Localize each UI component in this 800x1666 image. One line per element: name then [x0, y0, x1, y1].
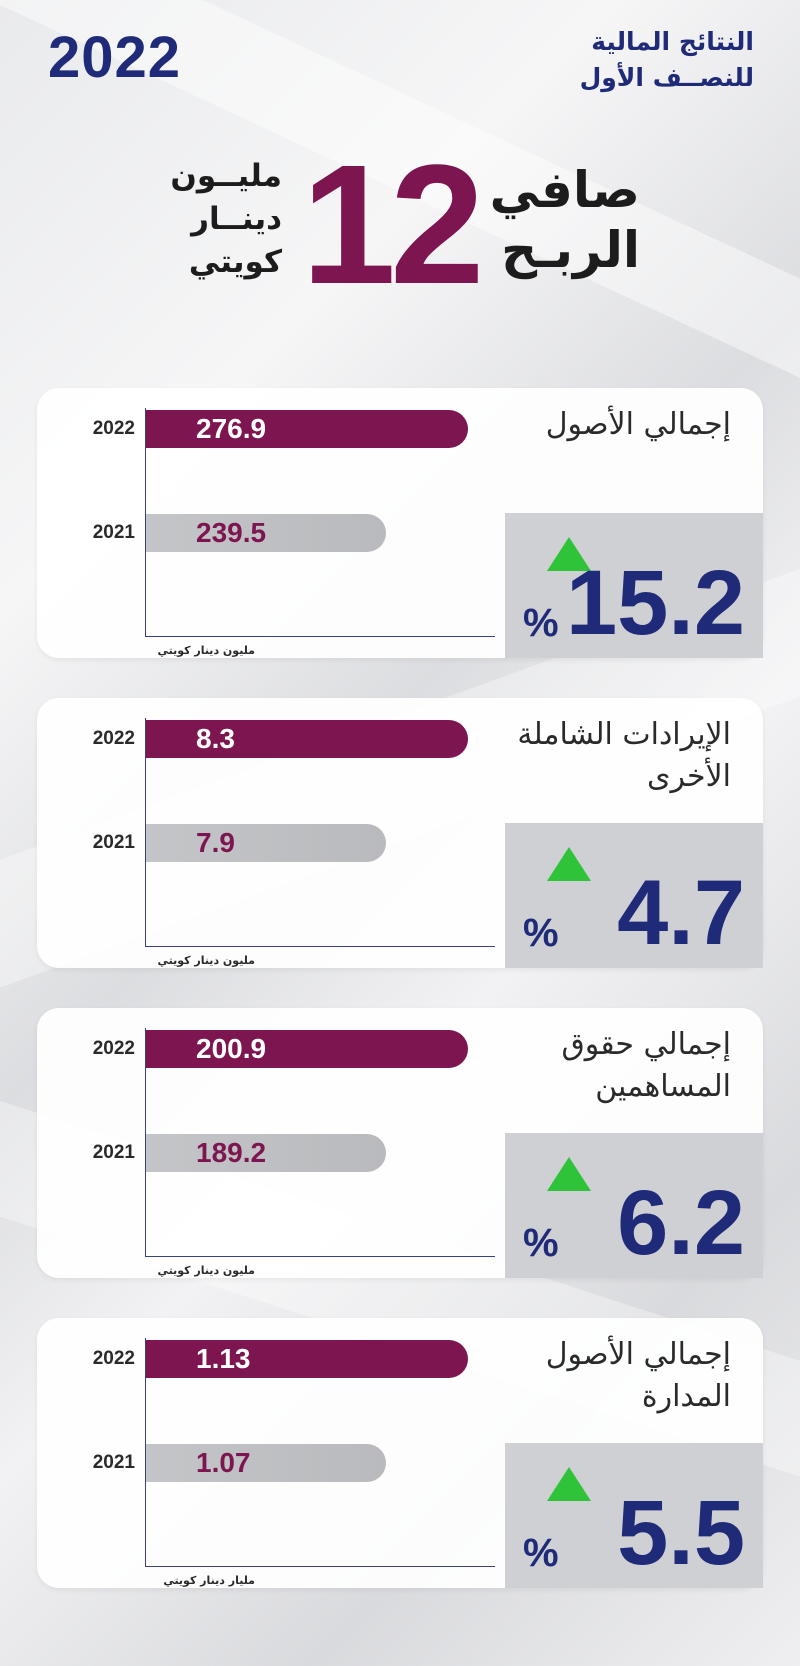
change-percent-value: 15.2 [565, 552, 745, 654]
bar-2022: 276.9 [146, 410, 468, 448]
category-label-2022: 2022 [92, 1348, 135, 1369]
metric-title: إجمالي حقوق المساهمين [431, 1024, 731, 1108]
metric-card-other-comprehensive-income: الإيرادات الشاملة الأخرى % 4.7 2022 2021… [37, 698, 763, 968]
net-profit-unit-line: كويتي [188, 244, 282, 280]
metric-card-total-assets: إجمالي الأصول % 15.2 2022 2021 276.9 239… [37, 388, 763, 658]
percent-sign: % [523, 911, 559, 955]
net-profit-label-line: صافي [489, 161, 640, 219]
unit-label: مليون دينار كويتي [157, 644, 255, 657]
header-subtitle: النتائج المالية للنصــف الأول [554, 24, 754, 96]
bar-value-label: 189.2 [196, 1137, 267, 1168]
unit-label: مليار دينار كويتي [163, 1574, 255, 1587]
y-axis-line [145, 1338, 146, 1566]
metric-title-line: المدارة [641, 1379, 731, 1414]
metric-title-line: الإيرادات الشاملة [517, 717, 731, 752]
bar-chart: 2022 2021 8.3 7.9 مليون دينار كويتي [37, 698, 497, 968]
bar-chart: 2022 2021 200.9 189.2 مليون دينار كويتي [37, 1008, 497, 1278]
x-axis-line [145, 636, 495, 637]
y-axis-line [145, 1028, 146, 1256]
net-profit-value: 12 [301, 130, 484, 320]
bar-chart: 2022 2021 1.13 1.07 مليار دينار كويتي [37, 1318, 497, 1588]
x-axis-line [145, 1256, 495, 1257]
bar-value-label: 200.9 [196, 1033, 267, 1064]
x-axis-line [145, 1566, 495, 1567]
net-profit-label: صافي الربـح [470, 160, 640, 280]
category-label-2021: 2021 [92, 1142, 135, 1163]
metric-title-line: الأخرى [646, 759, 731, 794]
percent-sign: % [523, 1221, 559, 1265]
change-percent-box: % 6.2 [505, 1133, 763, 1278]
metric-title-line: إجمالي حقوق [561, 1027, 731, 1062]
bar-value-label: 1.13 [196, 1343, 251, 1374]
bar-chart: 2022 2021 276.9 239.5 مليون دينار كويتي [37, 388, 497, 658]
up-arrow-icon [547, 1157, 591, 1191]
net-profit-label-line: الربـح [501, 221, 640, 279]
unit-label: مليون دينار كويتي [157, 954, 255, 967]
metric-card-shareholders-equity: إجمالي حقوق المساهمين % 6.2 2022 2021 20… [37, 1008, 763, 1278]
y-axis-line [145, 408, 146, 636]
subtitle-line: النتائج المالية [591, 27, 754, 56]
percent-sign: % [523, 601, 559, 645]
bar-value-label: 276.9 [196, 413, 267, 444]
year-title: 2022 [48, 25, 182, 90]
change-percent-box: % 5.5 [505, 1443, 763, 1588]
up-arrow-icon [547, 537, 591, 571]
bar-2022: 1.13 [146, 1340, 468, 1378]
metric-title-line: إجمالي الأصول [545, 407, 731, 442]
category-label-2021: 2021 [92, 1452, 135, 1473]
change-percent-box: % 4.7 [505, 823, 763, 968]
category-label-2022: 2022 [92, 728, 135, 749]
bar-value-label: 1.07 [196, 1447, 251, 1478]
y-axis-line [145, 718, 146, 946]
percent-sign: % [523, 1531, 559, 1575]
metric-title: الإيرادات الشاملة الأخرى [431, 714, 731, 798]
x-axis-line [145, 946, 495, 947]
metric-title-line: إجمالي الأصول [545, 1337, 731, 1372]
category-label-2022: 2022 [92, 1038, 135, 1059]
category-label-2021: 2021 [92, 832, 135, 853]
bar-2022: 200.9 [146, 1030, 468, 1068]
metric-card-assets-under-management: إجمالي الأصول المدارة % 5.5 2022 2021 1.… [37, 1318, 763, 1588]
net-profit-unit-line: مليــون [170, 158, 282, 194]
subtitle-line: للنصــف الأول [579, 63, 754, 92]
bar-value-label: 7.9 [196, 827, 235, 858]
metric-title: إجمالي الأصول [431, 404, 731, 446]
category-label-2022: 2022 [92, 418, 135, 439]
bar-2021: 189.2 [146, 1134, 386, 1172]
bar-2021: 7.9 [146, 824, 386, 862]
unit-label: مليون دينار كويتي [157, 1264, 255, 1277]
net-profit-unit-line: دينــار [191, 201, 282, 237]
up-arrow-icon [547, 847, 591, 881]
metric-title: إجمالي الأصول المدارة [431, 1334, 731, 1418]
bar-value-label: 8.3 [196, 723, 235, 754]
bar-2021: 239.5 [146, 514, 386, 552]
change-percent-box: % 15.2 [505, 513, 763, 658]
up-arrow-icon [547, 1467, 591, 1501]
bar-2022: 8.3 [146, 720, 468, 758]
change-percent-value: 5.5 [617, 1482, 745, 1584]
bar-value-label: 239.5 [196, 517, 267, 548]
category-label-2021: 2021 [92, 522, 135, 543]
metric-title-line: المساهمين [595, 1069, 731, 1104]
change-percent-value: 4.7 [617, 862, 745, 964]
change-percent-value: 6.2 [617, 1172, 745, 1274]
bar-2021: 1.07 [146, 1444, 386, 1482]
net-profit-unit: مليــون دينــار كويتي [150, 155, 282, 284]
